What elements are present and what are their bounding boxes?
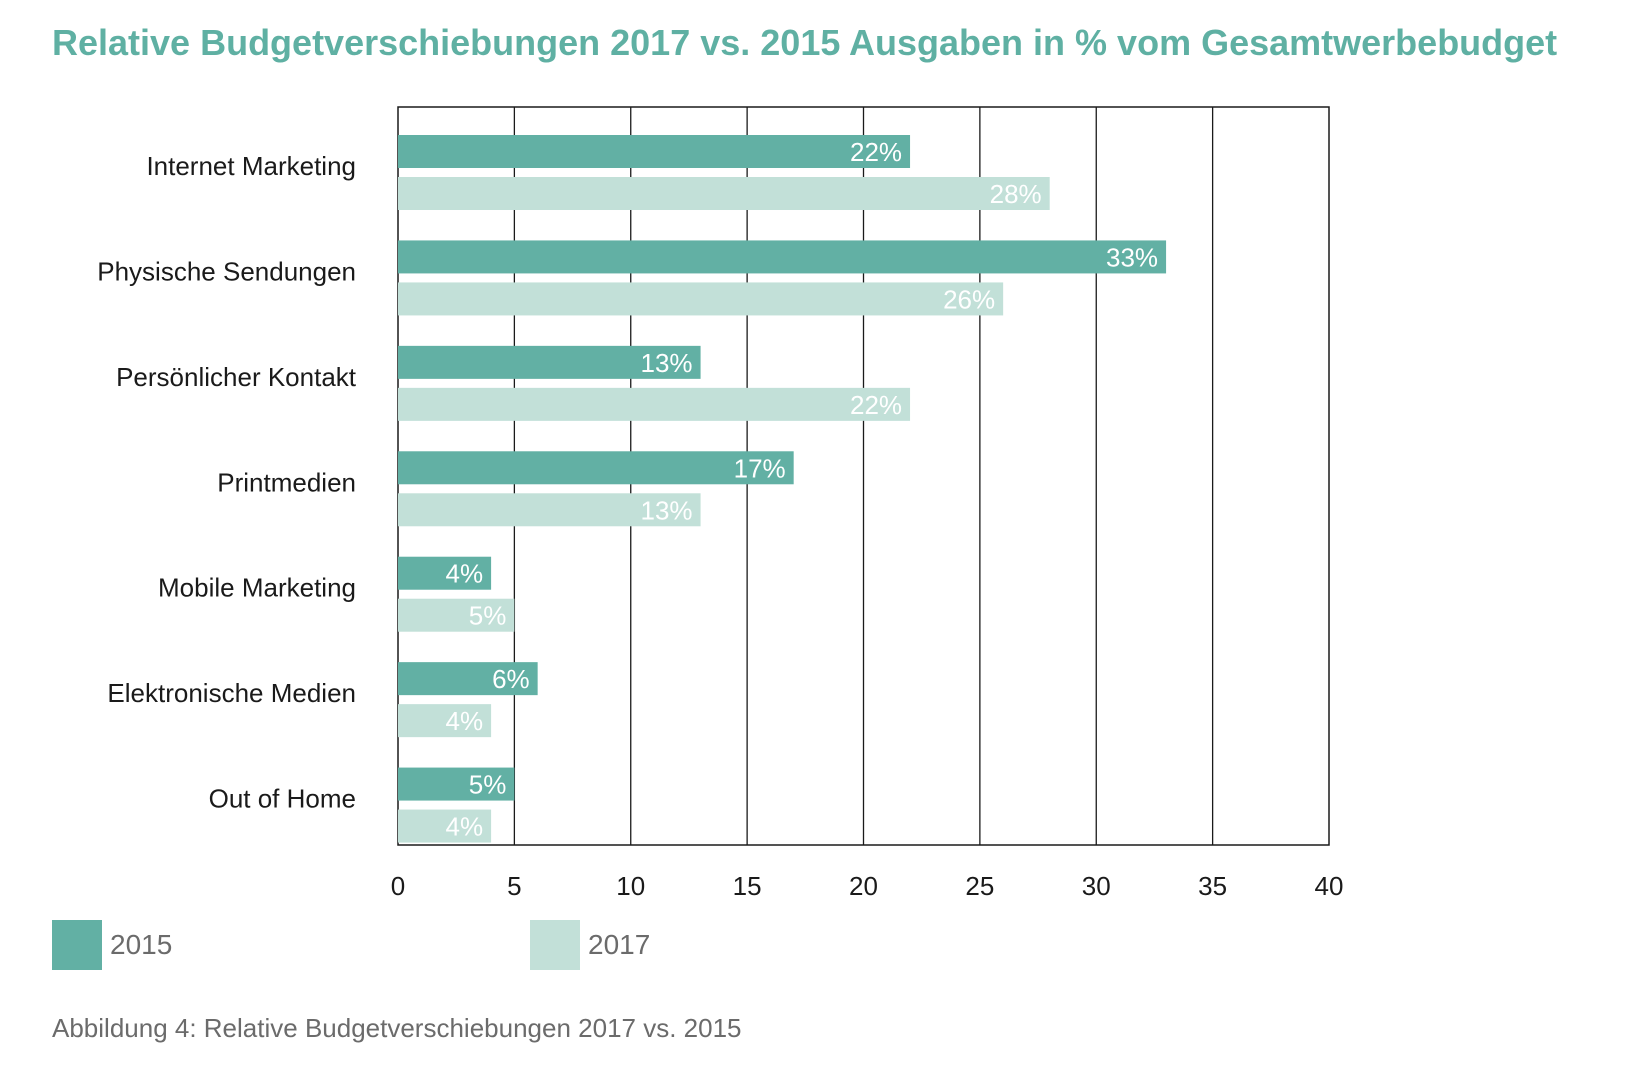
- category-label: Out of Home: [209, 784, 356, 814]
- legend-item-2017: 2017: [530, 920, 650, 970]
- bar-2015-2: [398, 240, 1167, 274]
- category-label: Printmedien: [217, 467, 356, 497]
- bar-2017-3: [398, 387, 911, 421]
- legend-label-2015: 2015: [110, 929, 173, 960]
- bar-2015-3: [398, 345, 701, 379]
- x-tick-label: 20: [849, 871, 878, 901]
- data-label-2017: 26%: [943, 284, 995, 314]
- category-label: Physische Sendungen: [97, 256, 356, 286]
- data-label-2017: 28%: [990, 179, 1042, 209]
- x-tick-label: 15: [733, 871, 762, 901]
- x-tick-label: 30: [1082, 871, 1111, 901]
- bar-2017-7: [398, 809, 492, 843]
- data-label-2015: 33%: [1106, 242, 1158, 272]
- data-label-2017: 4%: [446, 812, 484, 842]
- data-label-2015: 13%: [641, 348, 693, 378]
- x-tick-label: 35: [1198, 871, 1227, 901]
- bar-2015-6: [398, 662, 538, 696]
- legend-swatch-2015: [52, 920, 102, 970]
- legend-label-2017: 2017: [588, 929, 651, 960]
- x-tick-label: 40: [1315, 871, 1344, 901]
- legend-item-2015: 2015: [52, 920, 172, 970]
- x-tick-label: 25: [965, 871, 994, 901]
- bar-2017-6: [398, 704, 492, 738]
- x-tick-label: 0: [391, 871, 405, 901]
- data-label-2015: 22%: [850, 137, 902, 167]
- bar-2017-2: [398, 282, 1004, 316]
- data-label-2017: 5%: [469, 601, 507, 631]
- legend-swatch-2017: [530, 920, 580, 970]
- bar-2015-5: [398, 556, 492, 590]
- x-tick-label: 5: [507, 871, 521, 901]
- figure-caption: Abbildung 4: Relative Budgetverschiebung…: [52, 1013, 742, 1043]
- category-label: Elektronische Medien: [107, 678, 356, 708]
- data-label-2015: 5%: [469, 770, 507, 800]
- bar-2015-1: [398, 135, 911, 168]
- category-label: Persönlicher Kontakt: [116, 362, 357, 392]
- data-label-2015: 4%: [446, 559, 484, 589]
- category-label: Mobile Marketing: [158, 573, 356, 603]
- data-label-2017: 22%: [850, 390, 902, 420]
- bar-2017-5: [398, 598, 515, 632]
- data-label-2015: 17%: [734, 453, 786, 483]
- bar-2017-1: [398, 177, 1050, 210]
- bar-2015-4: [398, 451, 794, 485]
- data-label-2015: 6%: [492, 664, 530, 694]
- data-label-2017: 4%: [446, 706, 484, 736]
- bar-2017-4: [398, 493, 701, 527]
- bar-2015-7: [398, 767, 515, 801]
- x-tick-label: 10: [616, 871, 645, 901]
- bar-chart: 0 5 10 15 20 25 30 35 40 Internet Marketing 22% 28%…: [97, 106, 1344, 901]
- chart-title: Relative Budgetverschiebungen 2017 vs. 2…: [52, 22, 1558, 63]
- data-label-2017: 13%: [641, 495, 693, 525]
- category-label: Internet Marketing: [146, 151, 356, 181]
